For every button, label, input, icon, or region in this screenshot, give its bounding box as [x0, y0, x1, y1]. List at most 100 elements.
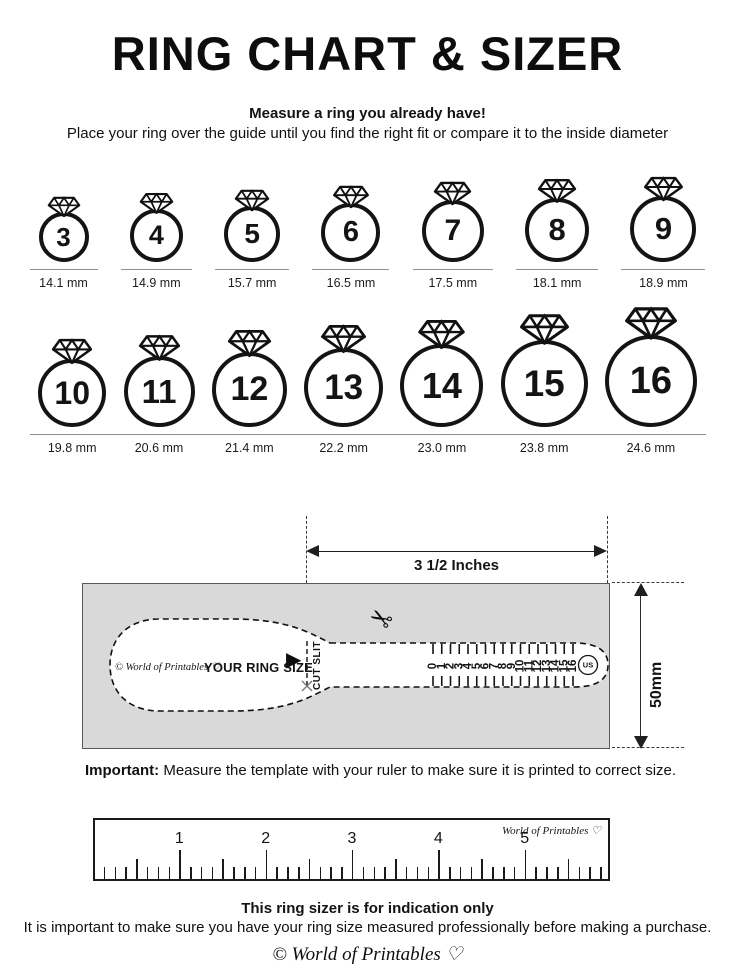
ruler-tick: [492, 867, 494, 879]
ring-circle: 5: [224, 206, 281, 262]
ruler-tick: [470, 867, 473, 879]
ring-size-number: 14: [421, 364, 462, 406]
ring-circle: 9: [630, 196, 697, 262]
ruler-tick: [298, 867, 300, 879]
dashed-guide-top-right: [612, 582, 684, 583]
ruler-tick: [190, 867, 192, 879]
dashed-guide-bottom-right: [612, 747, 684, 748]
ring-circle: 3: [38, 212, 89, 262]
ring-size-item-9: 9 18.9 mm: [621, 176, 706, 290]
band-size-number: 12: [532, 660, 544, 673]
ruler-tick: [557, 867, 559, 879]
ruler-number: 2: [261, 830, 271, 847]
ring-size-number: 8: [548, 212, 566, 247]
ruler-tick: [416, 867, 419, 879]
diamond-icon: [537, 178, 577, 204]
diamond-icon: [139, 193, 174, 214]
ruler-tick: [114, 867, 117, 879]
important-text: Measure the template with your ruler to …: [159, 762, 677, 779]
ring-underline: [215, 269, 290, 270]
intro: Measure a ring you already have! Place y…: [0, 105, 735, 142]
diamond-icon: [47, 196, 80, 218]
ring-underline: [516, 269, 599, 270]
band-size-number: 7: [488, 663, 500, 669]
ring-circle: 12: [211, 352, 287, 427]
ring-size-item-14: 14 23.0 mm: [391, 319, 493, 455]
ruler-tick: [222, 859, 224, 879]
sizer-cutout-outline: [109, 618, 609, 712]
your-ring-size-label: YOUR RING SIZE: [204, 660, 313, 675]
ruler-tick: [589, 867, 591, 879]
ruler-tick: [341, 867, 343, 879]
cut-slit-label: CUT SLIT: [312, 641, 323, 691]
ruler-tick: [319, 867, 322, 879]
band-size-number: 11: [523, 659, 535, 672]
ruler-tick: [395, 859, 397, 879]
ring-diameter-label: 23.8 mm: [519, 441, 569, 455]
ruler-tick: [481, 859, 483, 879]
ruler-number: 1: [174, 830, 184, 847]
ring-diameter-label: 21.4 mm: [225, 441, 274, 455]
ring-chart-row-1: 3 14.1 mm 4 14.9 mm 5 15.7 mm 6 16.5 mm …: [29, 176, 706, 290]
diamond-icon: [234, 189, 270, 212]
band-size-number: 13: [541, 660, 553, 673]
band-size-number: 8: [497, 662, 509, 669]
ring-size-number: 16: [629, 359, 673, 402]
ring-circle: 4: [129, 209, 183, 262]
footer-heading: This ring sizer is for indication only: [241, 900, 494, 917]
ruler-tick: [233, 867, 235, 879]
ring-diameter-label: 17.5 mm: [428, 276, 478, 290]
ruler-tick: [535, 867, 537, 879]
band-size-number: 9: [506, 663, 518, 669]
ruler-scale: World of Printables ♡ 1 2 3 4 5: [95, 820, 608, 879]
ruler-tick: [567, 859, 570, 879]
ring-diameter-label: 22.2 mm: [319, 441, 368, 455]
height-arrow-line: [640, 589, 641, 743]
ring-size-number: 5: [244, 218, 260, 249]
height-arrow-head-bottom: [634, 736, 648, 749]
ring-diameter-label: 16.5 mm: [326, 276, 376, 290]
ruler-tick: [276, 867, 278, 879]
ruler-tick: [600, 867, 602, 879]
ring-size-item-4: 4 14.9 mm: [120, 192, 192, 290]
ring-size-number: 6: [342, 216, 360, 248]
ring-underline: [295, 434, 392, 435]
width-measurement-label: 3 1/2 Inches: [413, 557, 500, 574]
ring-circle: 11: [123, 356, 195, 427]
width-arrow-line: [313, 551, 601, 552]
ring-size-item-12: 12 21.4 mm: [203, 329, 296, 455]
pointer-triangle-icon: ▶: [286, 649, 302, 671]
template-brand-text: © World of Printables ♡: [115, 662, 221, 673]
ruler-number: 4: [433, 830, 443, 847]
ruler-tick: [157, 867, 160, 879]
ring-diameter-label: 19.8 mm: [47, 441, 97, 455]
page-title: RING CHART & SIZER: [111, 27, 624, 80]
ring-underline: [621, 269, 706, 270]
diamond-icon: [138, 335, 180, 361]
diamond-icon: [227, 330, 271, 357]
band-size-number: 14: [550, 659, 562, 672]
slit-scissors-mark: [301, 680, 313, 692]
ring-diameter-label: 14.9 mm: [132, 276, 181, 290]
ring-underline: [29, 434, 115, 435]
ring-size-item-15: 15 23.8 mm: [492, 313, 597, 455]
diamond-icon: [321, 324, 367, 354]
ring-size-number: 12: [230, 370, 269, 408]
ring-circle: 7: [421, 200, 484, 262]
ruler-tick: [405, 867, 408, 879]
ring-underline: [391, 434, 493, 435]
ring-size-item-5: 5 15.7 mm: [215, 189, 290, 290]
ruler-tick: [513, 867, 516, 879]
ring-underline: [596, 434, 706, 435]
ring-circle: 13: [304, 348, 384, 427]
ruler-tick: [384, 867, 386, 879]
ring-circle: 16: [604, 335, 697, 427]
diamond-icon: [434, 181, 472, 206]
ruler-tick: [168, 867, 171, 879]
ring-diameter-label: 14.1 mm: [39, 276, 88, 290]
ring-size-item-16: 16 24.6 mm: [596, 306, 706, 455]
ring-diameter-label: 18.9 mm: [639, 276, 688, 290]
band-size-number: 15: [558, 659, 570, 672]
ring-size-number: 7: [444, 214, 462, 247]
height-arrow-head-top: [634, 583, 648, 596]
